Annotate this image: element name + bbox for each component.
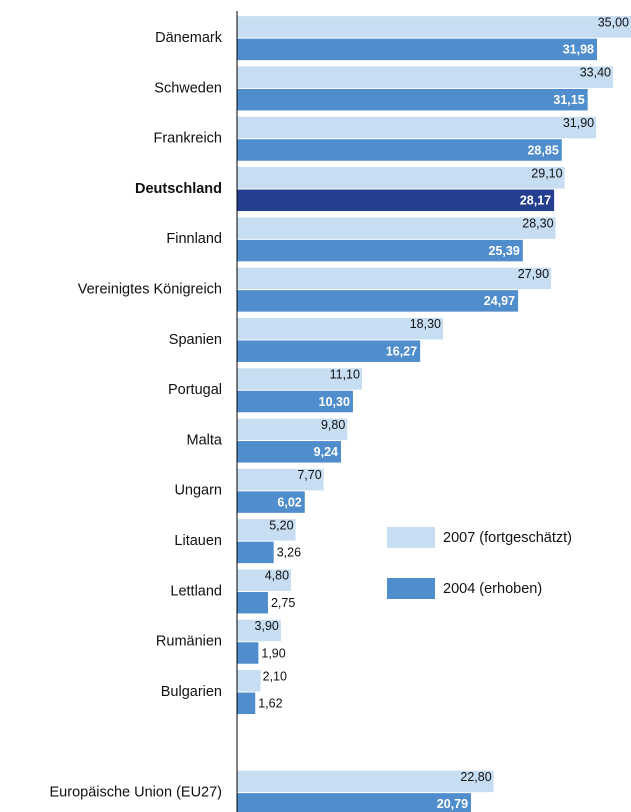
value-label: 16,27	[386, 344, 417, 358]
bar	[237, 139, 562, 161]
value-label: 6,02	[277, 495, 301, 509]
bar	[237, 167, 565, 189]
y-tick-label: Vereinigtes Königreich	[78, 281, 222, 297]
legend-label: 2004 (erhoben)	[443, 581, 542, 597]
value-label: 2,10	[263, 669, 287, 683]
bar	[237, 770, 494, 793]
bar	[237, 619, 281, 642]
value-label: 4,80	[265, 569, 289, 583]
value-label: 27,90	[518, 267, 549, 281]
value-label: 7,70	[297, 468, 321, 482]
y-tick-label: Rumänien	[156, 634, 222, 650]
bar	[237, 569, 292, 591]
y-tick-label: Spanien	[169, 332, 222, 348]
y-tick-label: Frankreich	[154, 131, 223, 147]
y-tick-label: Finnland	[166, 231, 222, 247]
value-label: 28,17	[520, 194, 551, 208]
y-tick-label: Schweden	[154, 80, 222, 96]
bar	[237, 418, 348, 441]
bar	[237, 793, 472, 812]
value-label: 18,30	[410, 317, 441, 331]
y-tick-label: Litauen	[174, 533, 222, 549]
y-tick-label: Malta	[187, 432, 223, 448]
bar	[237, 116, 597, 139]
bar	[237, 189, 555, 212]
y-tick-label: Dänemark	[155, 30, 223, 46]
value-label: 28,85	[527, 143, 558, 157]
bar	[237, 491, 305, 513]
bar	[237, 519, 296, 541]
value-label: 24,97	[484, 294, 515, 308]
value-label: 10,30	[319, 395, 350, 409]
value-label: 28,30	[522, 217, 553, 231]
legend-label: 2007 (fortgeschätzt)	[443, 530, 572, 546]
value-label: 29,10	[531, 166, 562, 180]
y-tick-label: Bulgarien	[161, 684, 222, 700]
bar	[237, 16, 631, 38]
bar	[237, 541, 274, 564]
bar	[237, 692, 256, 715]
value-label: 1,62	[258, 697, 282, 711]
y-tick-label: Europäische Union (EU27)	[50, 784, 222, 800]
value-label: 9,24	[314, 445, 338, 459]
value-label: 9,80	[321, 418, 345, 432]
value-label: 31,15	[553, 93, 584, 107]
bar	[237, 38, 598, 61]
value-label: 33,40	[580, 66, 611, 80]
value-label: 3,90	[255, 619, 279, 633]
value-label: 5,20	[269, 518, 293, 532]
bar	[237, 642, 259, 664]
bar	[237, 670, 261, 692]
value-label: 35,00	[598, 15, 629, 29]
value-label: 31,90	[563, 116, 594, 130]
value-label: 11,10	[330, 368, 360, 382]
bar	[237, 88, 588, 111]
bar	[237, 368, 362, 390]
y-tick-label: Portugal	[168, 382, 222, 398]
bar	[237, 591, 268, 614]
value-label: 3,26	[277, 546, 301, 560]
bar	[237, 468, 324, 491]
y-tick-label: Lettland	[170, 583, 222, 599]
y-tick-label: Ungarn	[174, 483, 222, 499]
bar	[237, 267, 552, 290]
value-label: 20,79	[437, 797, 468, 811]
bar	[237, 290, 519, 312]
bar	[237, 340, 421, 362]
bar	[237, 239, 523, 262]
bar	[237, 441, 342, 463]
bar	[237, 217, 556, 239]
value-label: 22,80	[460, 770, 491, 784]
legend-swatch	[387, 578, 435, 599]
legend-swatch	[387, 527, 435, 548]
bar	[237, 390, 353, 413]
value-label: 31,98	[563, 43, 594, 57]
y-tick-label: Deutschland	[135, 181, 222, 197]
value-label: 1,90	[261, 646, 285, 660]
bar	[237, 317, 444, 340]
bar	[237, 66, 613, 88]
value-label: 2,75	[271, 596, 295, 610]
value-label: 25,39	[489, 244, 520, 258]
